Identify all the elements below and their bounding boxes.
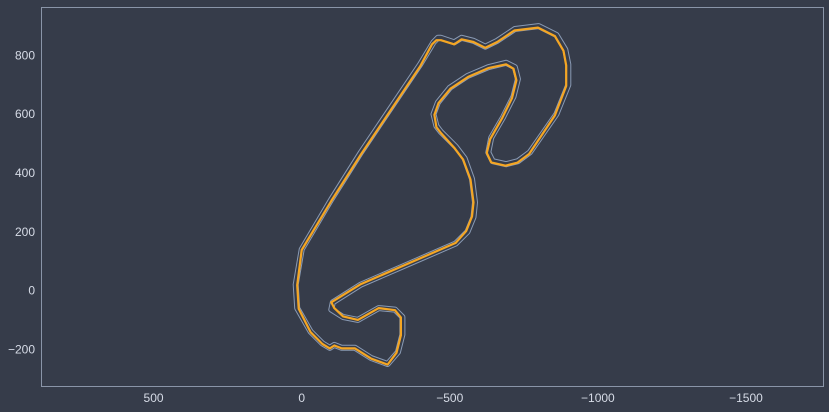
x-tick-label: −1000 <box>581 391 615 405</box>
x-tick-label: 500 <box>144 391 164 405</box>
y-tick-label: 200 <box>15 225 35 239</box>
x-tick-label: 0 <box>298 391 305 405</box>
plot-frame <box>41 7 824 387</box>
y-tick-label: 0 <box>28 284 35 298</box>
series-layer <box>292 23 572 367</box>
x-tick-label: −500 <box>436 391 463 405</box>
y-tick-label: −200 <box>8 342 35 356</box>
x-axis: 500 0 −500 −1000 −1500 <box>144 391 764 405</box>
y-axis: 800 600 400 200 0 −200 <box>8 48 35 356</box>
racing-line <box>296 26 568 366</box>
y-tick-label: 800 <box>15 48 35 62</box>
x-tick-label: −1500 <box>729 391 763 405</box>
y-tick-label: 600 <box>15 107 35 121</box>
y-tick-label: 400 <box>15 166 35 180</box>
